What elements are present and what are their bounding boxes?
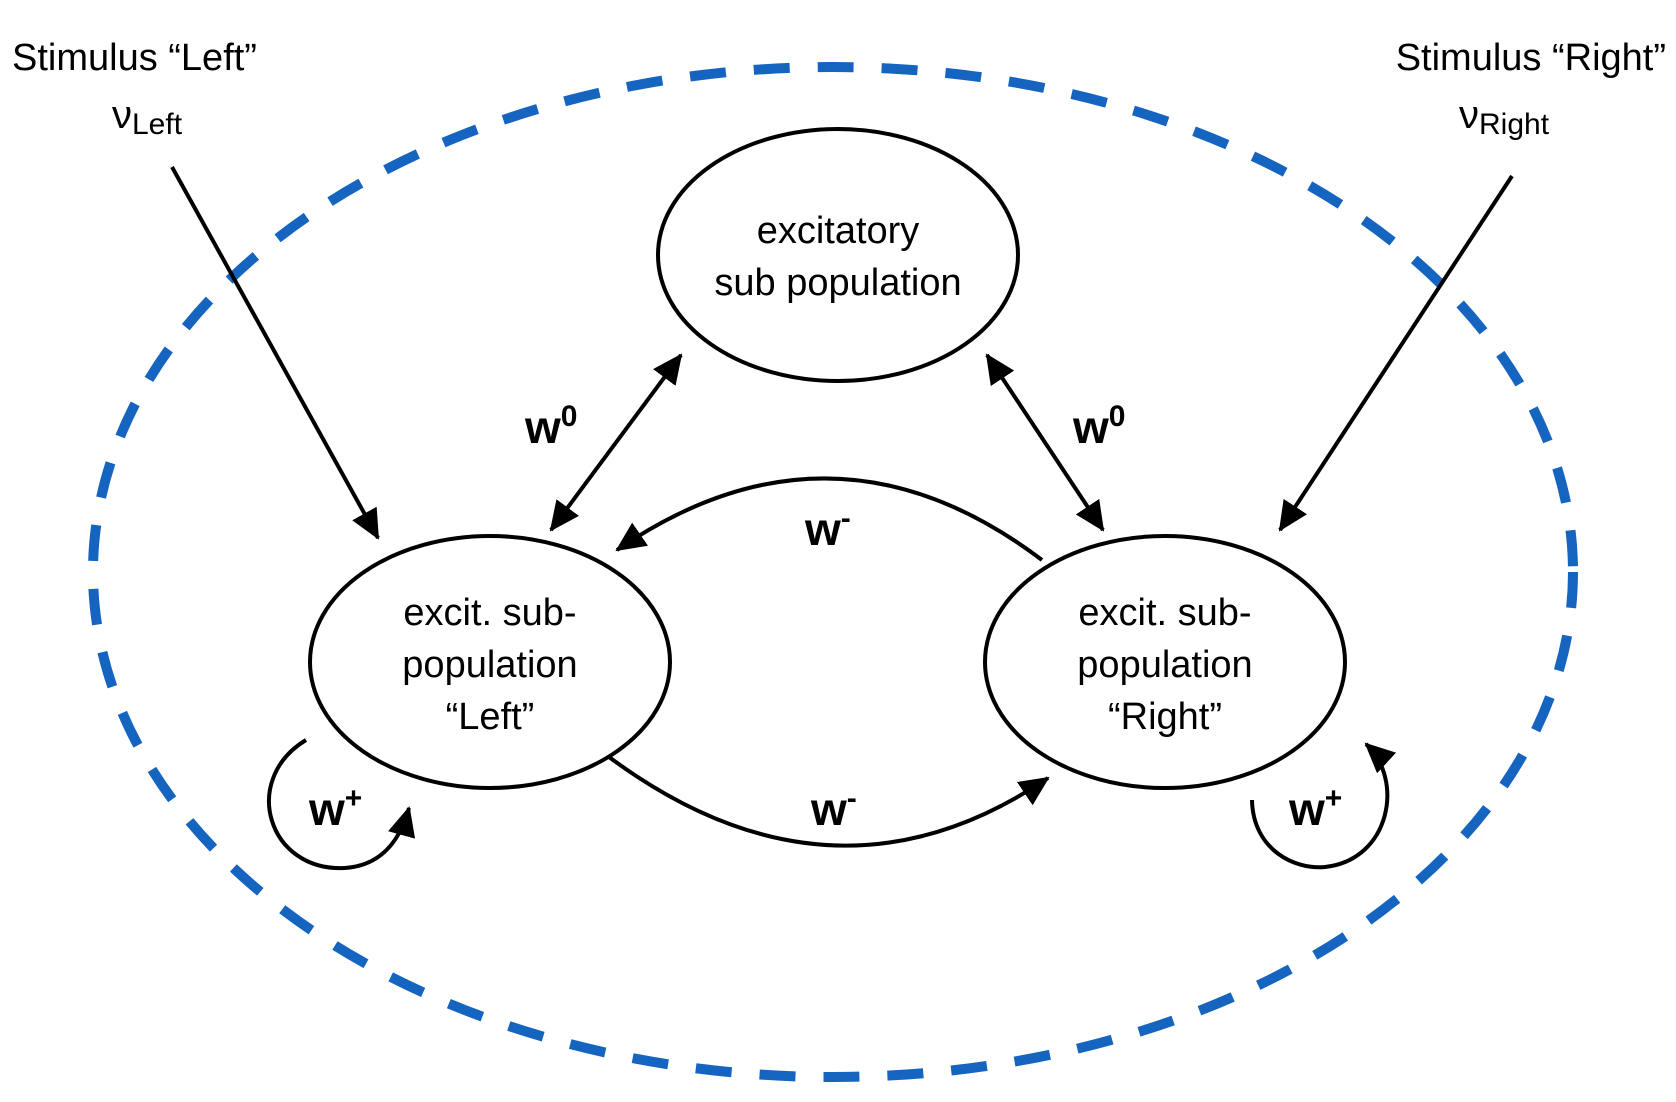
w0-left-label: w0 (524, 400, 577, 453)
node-right-line3: “Right” (1108, 696, 1222, 738)
wplus-right-sup: + (1325, 782, 1343, 815)
w0-right-sup: 0 (1109, 400, 1126, 433)
node-top-line1: excitatory (757, 210, 920, 252)
node-left-line3: “Left” (446, 696, 535, 738)
wplus-left-loop (267, 738, 416, 871)
node-left-line1: excit. sub- (403, 592, 576, 634)
w0-left-base: w (524, 401, 561, 453)
wminus-top-base: w (804, 503, 841, 555)
w0-right-base: w (1072, 401, 1109, 453)
stimulus-right-label: Stimulus “Right” (1396, 37, 1666, 79)
wplus-left-base: w (308, 783, 345, 835)
w0-right-label: w0 (1072, 400, 1125, 453)
wplus-left-sup: + (345, 782, 363, 815)
nu-left-symbol: ν (112, 93, 132, 137)
node-left (308, 534, 672, 790)
wplus-left-label: w+ (308, 782, 362, 835)
stimulus-left-label: Stimulus “Left” (12, 37, 257, 79)
stimulus-right-rate: νRight (1459, 93, 1550, 141)
wminus-top-label: w- (804, 502, 851, 555)
wminus-bottom-connection (607, 755, 1050, 848)
wminus-top-sup: - (841, 502, 851, 535)
node-top-line2: sub population (714, 262, 961, 304)
stimulus-right-arrow (1278, 174, 1514, 532)
node-right-line2: population (1077, 644, 1252, 686)
node-right-line1: excit. sub- (1078, 592, 1251, 634)
stimulus-left-rate: νLeft (112, 93, 183, 141)
network-boundary-ellipse (88, 62, 1578, 1082)
wminus-bottom-sup: - (847, 782, 857, 815)
node-right (983, 534, 1347, 790)
w0-left-connection (549, 353, 683, 532)
wminus-bottom-base: w (810, 783, 847, 835)
node-excitatory-top (656, 127, 1020, 383)
wminus-top-connection (615, 476, 1044, 562)
w0-right-connection (985, 353, 1105, 532)
node-left-line2: population (402, 644, 577, 686)
wplus-right-label: w+ (1288, 782, 1342, 835)
nu-left-subscript: Left (132, 108, 183, 141)
nu-right-subscript: Right (1479, 108, 1550, 141)
wplus-right-loop (1250, 742, 1397, 870)
w0-left-sup: 0 (561, 400, 578, 433)
nu-right-symbol: ν (1459, 93, 1479, 137)
wminus-bottom-label: w- (810, 782, 857, 835)
wplus-right-base: w (1288, 783, 1325, 835)
stimulus-left-arrow (170, 166, 380, 540)
